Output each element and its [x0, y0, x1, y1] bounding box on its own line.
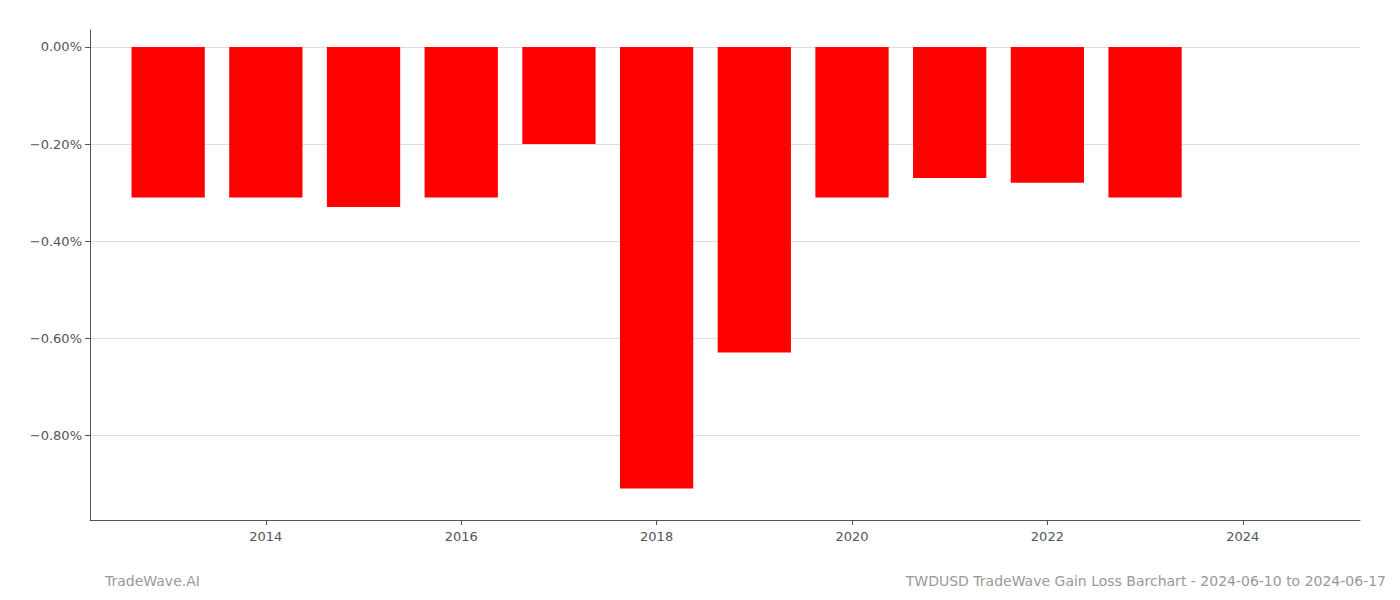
- svg-text:0.00%: 0.00%: [41, 39, 82, 54]
- svg-text:2022: 2022: [1031, 529, 1064, 544]
- svg-text:2014: 2014: [249, 529, 282, 544]
- svg-text:−0.20%: −0.20%: [30, 137, 82, 152]
- svg-text:2024: 2024: [1226, 529, 1259, 544]
- svg-text:−0.60%: −0.60%: [30, 331, 82, 346]
- svg-text:2018: 2018: [640, 529, 673, 544]
- svg-text:2016: 2016: [445, 529, 478, 544]
- svg-text:TradeWave.AI: TradeWave.AI: [104, 573, 200, 589]
- svg-text:2020: 2020: [835, 529, 868, 544]
- svg-text:−0.80%: −0.80%: [30, 428, 82, 443]
- svg-text:TWDUSD TradeWave Gain Loss Bar: TWDUSD TradeWave Gain Loss Barchart - 20…: [905, 573, 1386, 589]
- svg-text:−0.40%: −0.40%: [30, 234, 82, 249]
